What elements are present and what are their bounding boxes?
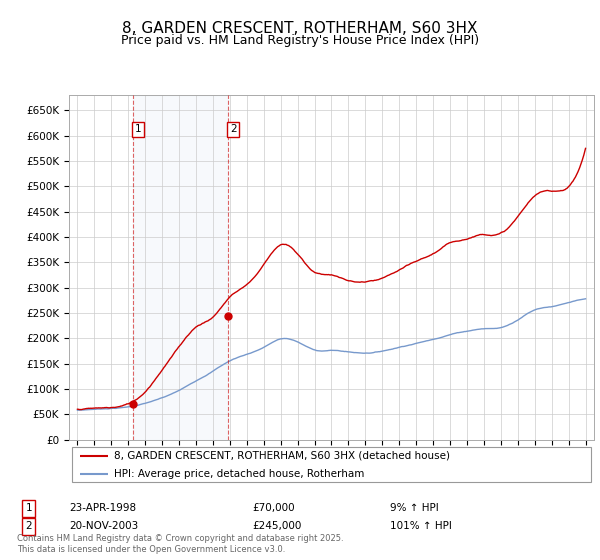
Text: 101% ↑ HPI: 101% ↑ HPI xyxy=(390,521,452,531)
FancyBboxPatch shape xyxy=(71,447,592,482)
Text: 8, GARDEN CRESCENT, ROTHERHAM, S60 3HX: 8, GARDEN CRESCENT, ROTHERHAM, S60 3HX xyxy=(122,21,478,36)
Text: 2: 2 xyxy=(25,521,32,531)
Bar xyxy=(133,95,228,440)
Text: Contains HM Land Registry data © Crown copyright and database right 2025.
This d: Contains HM Land Registry data © Crown c… xyxy=(17,534,343,554)
Text: 9% ↑ HPI: 9% ↑ HPI xyxy=(390,503,439,514)
Text: 1: 1 xyxy=(135,124,142,134)
Text: £70,000: £70,000 xyxy=(252,503,295,514)
Text: 2: 2 xyxy=(230,124,236,134)
Text: HPI: Average price, detached house, Rotherham: HPI: Average price, detached house, Roth… xyxy=(113,469,364,479)
Text: 23-APR-1998: 23-APR-1998 xyxy=(69,503,136,514)
Text: Price paid vs. HM Land Registry's House Price Index (HPI): Price paid vs. HM Land Registry's House … xyxy=(121,34,479,46)
Text: £245,000: £245,000 xyxy=(252,521,301,531)
Text: 1: 1 xyxy=(25,503,32,514)
Text: 20-NOV-2003: 20-NOV-2003 xyxy=(69,521,138,531)
Text: 8, GARDEN CRESCENT, ROTHERHAM, S60 3HX (detached house): 8, GARDEN CRESCENT, ROTHERHAM, S60 3HX (… xyxy=(113,451,449,461)
